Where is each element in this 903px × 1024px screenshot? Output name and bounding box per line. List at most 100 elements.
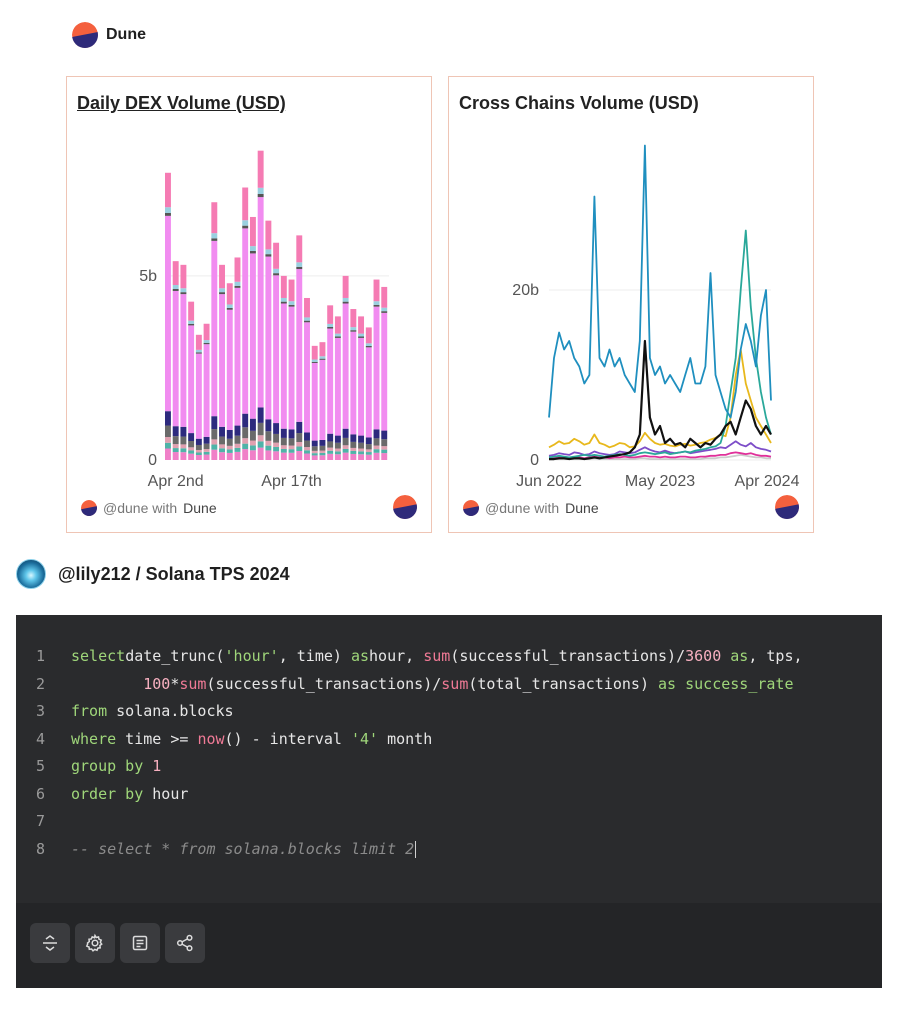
code-token: () - interval <box>224 729 351 748</box>
bar-segment <box>311 362 318 441</box>
avatar[interactable] <box>16 559 46 589</box>
query-name[interactable]: Solana TPS 2024 <box>145 563 290 584</box>
bar-segment <box>273 446 280 452</box>
bar-segment <box>334 336 341 338</box>
bar-segment <box>365 437 372 445</box>
bar-segment <box>188 320 195 324</box>
expand-collapse-button[interactable] <box>30 923 70 963</box>
code-token: now <box>197 729 225 748</box>
bar-segment <box>342 301 349 304</box>
share-button[interactable] <box>165 923 205 963</box>
bar-segment <box>226 429 233 439</box>
bar-segment <box>327 450 334 454</box>
bar-segment <box>180 292 187 295</box>
bar-segment <box>311 446 318 451</box>
bar-segment <box>195 352 202 354</box>
bar-segment <box>219 292 225 295</box>
bar-segment <box>327 326 334 329</box>
bar-segment <box>296 442 303 447</box>
bar-segment <box>226 283 233 305</box>
bar-segment <box>165 425 171 438</box>
code-text[interactable]: selectdate_trunc('hour', time) ashour, s… <box>71 643 803 671</box>
series-line <box>548 348 772 449</box>
bar-segment <box>304 432 310 441</box>
bar-segment <box>257 435 264 442</box>
bar-segment <box>180 436 187 445</box>
bar-segment <box>304 317 310 321</box>
code-token: (total_transactions) <box>468 674 659 693</box>
code-token: sum <box>441 674 469 693</box>
code-line[interactable]: 1 selectdate_trunc('hour', time) ashour, … <box>16 643 882 671</box>
bar-segment <box>358 316 365 334</box>
bar-segment <box>219 448 225 453</box>
code-line[interactable]: 5 group by 1 <box>16 753 882 781</box>
bar-segment <box>219 436 225 445</box>
bar-segment <box>165 448 171 460</box>
code-line[interactable]: 2 100*sum(successful_transactions)/sum(t… <box>16 671 882 699</box>
code-text[interactable]: 100*sum(successful_transactions)/sum(tot… <box>71 671 793 699</box>
code-line[interactable]: 7 <box>16 808 882 836</box>
bar-segment <box>203 451 210 455</box>
bar-segment <box>327 305 334 324</box>
bar-segment <box>257 422 264 436</box>
bar-segment <box>280 437 287 446</box>
code-text[interactable]: group by 1 <box>71 753 161 781</box>
bar-segment <box>234 443 241 448</box>
bar-segment <box>381 312 388 431</box>
bar-segment <box>358 451 365 455</box>
code-text[interactable]: -- select * from solana.blocks limit 2 <box>71 836 417 864</box>
bar-segment <box>280 428 287 438</box>
code-line[interactable]: 4 where time >= now() - interval '4' mont… <box>16 726 882 754</box>
bar-segment <box>273 242 280 269</box>
code-token: date_trunc( <box>125 647 225 665</box>
bar-segment <box>257 441 264 448</box>
bar-segment <box>288 429 295 439</box>
x-tick-label: Apr 2024 <box>735 473 800 490</box>
bar-segment <box>381 307 388 312</box>
code-text[interactable]: where time >= now() - interval '4' month <box>71 726 432 754</box>
code-text[interactable]: order by hour <box>71 781 188 809</box>
bar-segment <box>219 294 225 427</box>
bar-segment <box>350 441 357 448</box>
sql-editor[interactable]: 1 selectdate_trunc('hour', time) ashour, … <box>16 615 882 988</box>
share-icon <box>176 934 193 952</box>
query-author[interactable]: @lily212 <box>58 563 131 584</box>
series-line <box>548 144 772 419</box>
bar-segment <box>195 449 202 453</box>
bar-segment <box>249 430 256 441</box>
dune-corner-logo-icon[interactable] <box>775 495 799 519</box>
code-line[interactable]: 8 -- select * from solana.blocks limit 2 <box>16 836 882 864</box>
code-text[interactable]: from solana.blocks <box>71 698 234 726</box>
notes-button[interactable] <box>120 923 160 963</box>
line-number: 8 <box>36 839 46 858</box>
chart-footer: @dune with Dune <box>463 500 599 516</box>
bar-segment <box>242 228 249 414</box>
bar-segment <box>195 353 202 439</box>
bar-segment <box>257 407 264 423</box>
code-line[interactable]: 6 order by hour <box>16 781 882 809</box>
bar-segment <box>249 250 256 254</box>
query-title[interactable]: @lily212 / Solana TPS 2024 <box>58 564 290 585</box>
bar-segment <box>242 220 249 226</box>
bar-segment <box>365 347 372 438</box>
bar-segment <box>180 294 187 427</box>
bar-segment <box>195 454 202 460</box>
line-number: 4 <box>36 729 46 748</box>
code-line[interactable]: 3 from solana.blocks <box>16 698 882 726</box>
settings-button[interactable] <box>75 923 115 963</box>
code-token <box>71 675 143 693</box>
dune-brand[interactable]: Dune <box>72 22 146 48</box>
footer-brand[interactable]: Dune <box>565 500 599 516</box>
code-area[interactable]: 1 selectdate_trunc('hour', time) ashour, … <box>16 643 882 863</box>
dune-corner-logo-icon[interactable] <box>393 495 417 519</box>
brand-name: Dune <box>106 26 146 43</box>
bar-segment <box>249 445 256 451</box>
bar-segment <box>211 439 218 445</box>
line-number: 6 <box>36 784 46 803</box>
bar-segment <box>327 453 334 460</box>
bar-segment <box>334 451 341 455</box>
line-number: 7 <box>36 812 46 830</box>
chart-title[interactable]: Daily DEX Volume (USD) <box>77 93 286 113</box>
gear-icon <box>85 933 103 952</box>
footer-brand[interactable]: Dune <box>183 500 217 516</box>
